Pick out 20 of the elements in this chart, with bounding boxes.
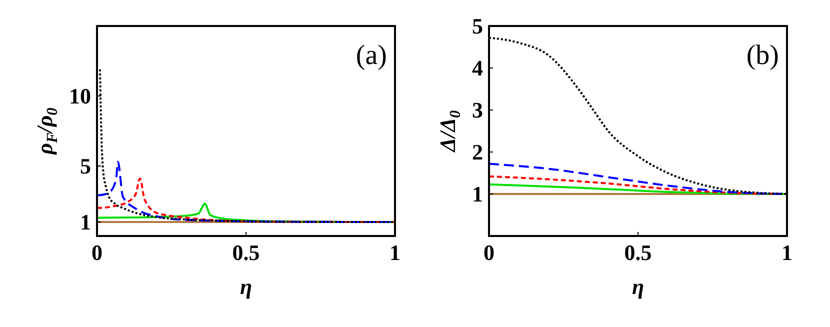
y-tick-label: 1 [472, 182, 483, 207]
x-tick-label: 1 [390, 240, 400, 265]
x-tick-label: 0.5 [624, 240, 652, 265]
annotation: (a) [356, 40, 387, 71]
x-tick-label: 0.5 [232, 240, 260, 265]
y-tick-label: 4 [472, 56, 483, 81]
line-series [97, 178, 395, 223]
y-tick-label: 3 [472, 98, 483, 123]
annotation: (b) [746, 40, 779, 71]
line-series [489, 183, 787, 195]
y-tick-label: 5 [472, 14, 483, 39]
y-tick-label: 5 [80, 154, 91, 179]
x-axis-title: η [632, 274, 644, 299]
x-tick-label: 0 [92, 240, 102, 265]
x-tick-label: 1 [782, 240, 792, 265]
y-tick-label: 10 [69, 84, 91, 109]
x-tick-label: 0 [484, 240, 494, 265]
x-axis-title: η [240, 274, 252, 299]
y-tick-label: 2 [472, 140, 483, 165]
y-tick-label: 1 [80, 210, 91, 235]
